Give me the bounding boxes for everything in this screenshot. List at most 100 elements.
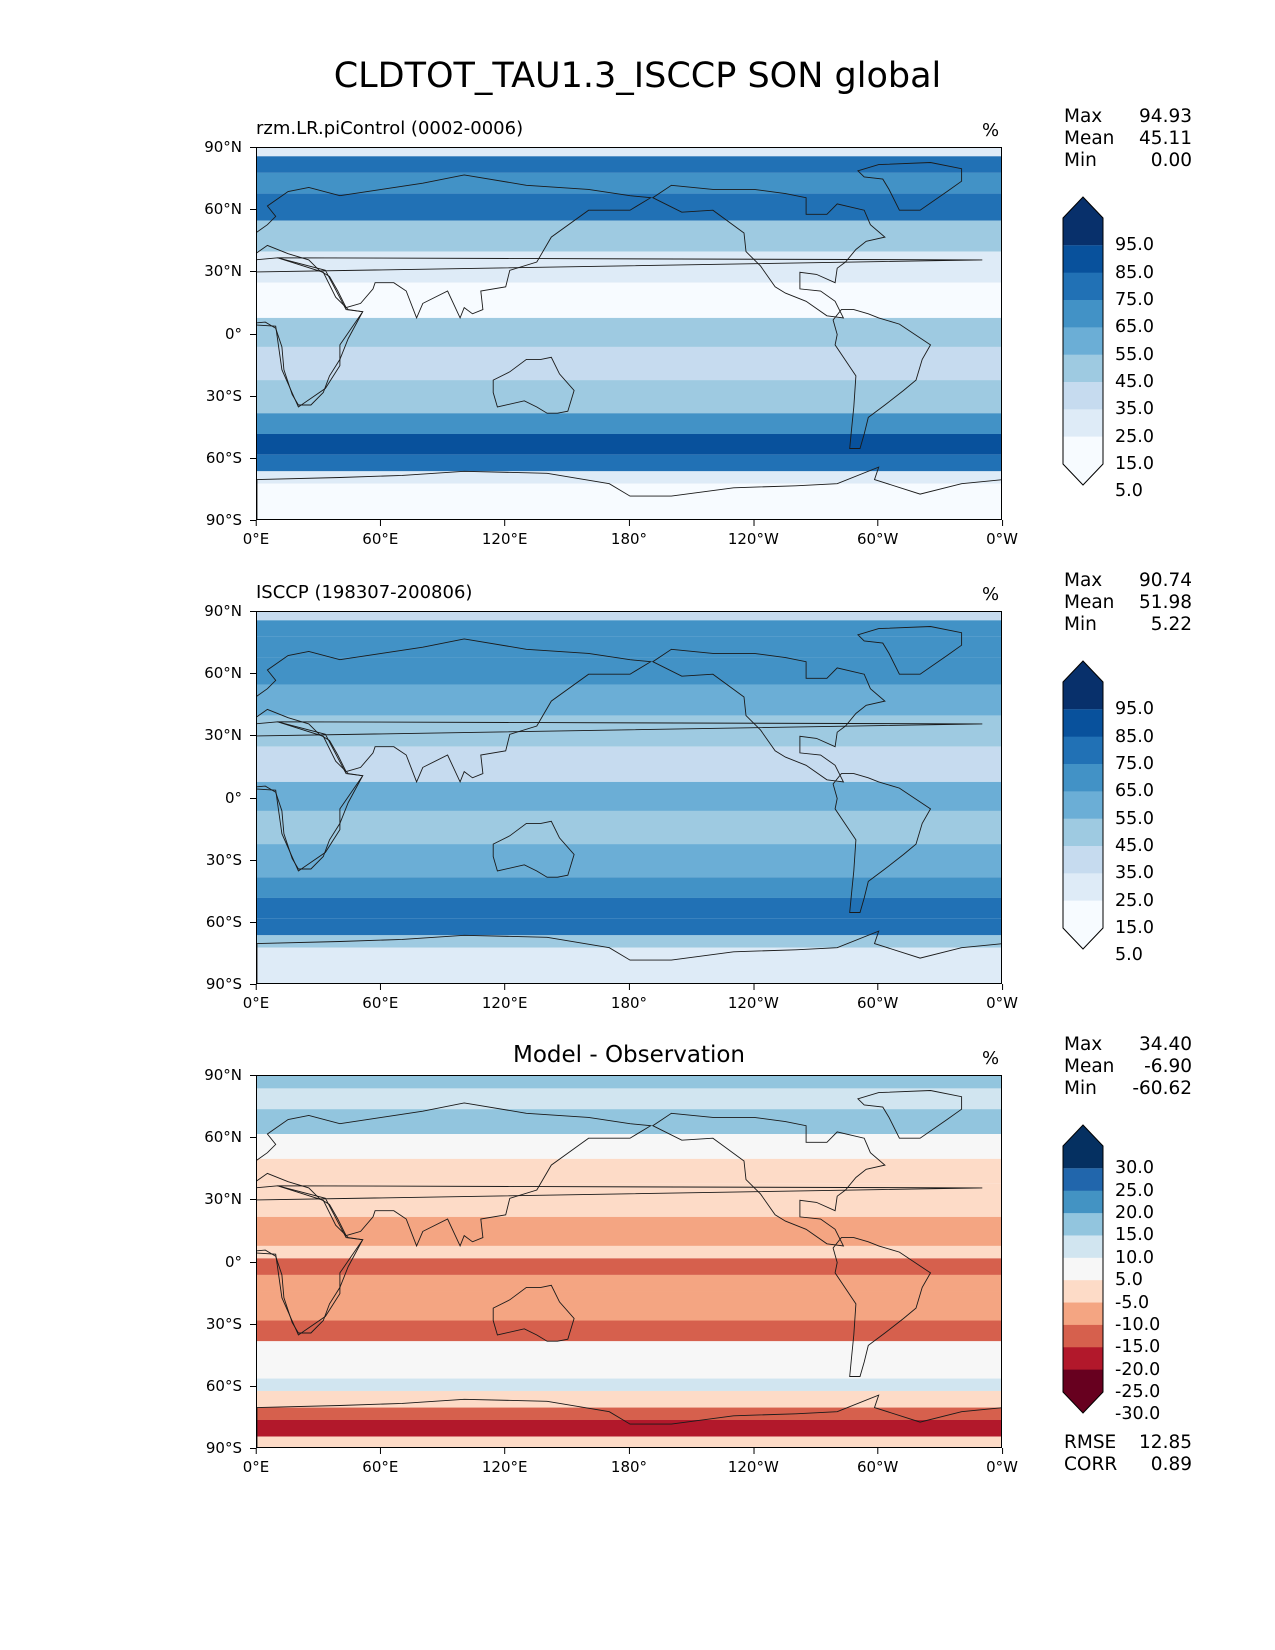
colorbar-segment: [1063, 1369, 1103, 1413]
map-band: [257, 346, 1001, 381]
stat-value: 94.93: [1139, 106, 1192, 127]
map-band: [257, 172, 1001, 194]
latitude-tick-label: 90°N: [180, 138, 256, 156]
stat-row: Min 0.00: [1064, 150, 1192, 172]
colorbar-tick-label: 95.0: [1115, 235, 1154, 256]
colorbar-tick-label: 5.0: [1115, 1270, 1143, 1291]
stat-row: Max 34.40: [1064, 1034, 1192, 1056]
colorbar: [1062, 1124, 1104, 1414]
colorbar-segment: [1063, 354, 1103, 383]
colorbar-segment: [1063, 709, 1103, 738]
colorbar-segment: [1063, 1324, 1103, 1348]
stat-row: Max 90.74: [1064, 570, 1192, 592]
colorbar-segment: [1063, 764, 1103, 792]
map-band: [257, 1158, 1001, 1184]
metric-label: RMSE: [1064, 1432, 1117, 1453]
metric-label: CORR: [1064, 1454, 1118, 1475]
colorbar-tick-label: 15.0: [1115, 1225, 1154, 1246]
map-band: [257, 1378, 1001, 1391]
colorbar-segment: [1063, 1190, 1103, 1214]
map-panel: rzm.LR.piControl (0002-0006) % 90°N 60°N 3…: [0, 106, 1275, 578]
longitude-tick-label: 120°E: [481, 1448, 528, 1476]
stats-box: Max 90.74 Mean 51.98 Min 5.22: [1064, 570, 1192, 636]
map-band: [257, 1216, 1001, 1246]
latitude-tick-label: 60°N: [180, 200, 256, 218]
map-band: [257, 148, 1001, 157]
metrics-box: RMSE 12.85 CORR 0.89: [1064, 1432, 1192, 1476]
colorbar-tick-label: -25.0: [1115, 1382, 1161, 1402]
map-band: [257, 810, 1001, 845]
coastline: [857, 1090, 963, 1139]
colorbar-segment: [1063, 1302, 1103, 1326]
coastline: [492, 1284, 575, 1342]
map-band: [257, 1076, 1001, 1089]
colorbar-tick-label: 85.0: [1115, 726, 1154, 747]
map-band: [257, 156, 1001, 173]
colorbar-tick-label: 25.0: [1115, 890, 1154, 911]
coastline: [257, 721, 364, 870]
stat-value: 45.11: [1139, 128, 1192, 149]
colorbar-segment: [1063, 736, 1103, 765]
colorbar-tick-label: -20.0: [1115, 1359, 1161, 1380]
colorbar-segment: [1063, 245, 1103, 274]
map-plot: [256, 1075, 1002, 1448]
coastline: [257, 466, 1001, 519]
longitude-tick-label: 60°E: [362, 1448, 399, 1476]
colorbar-segment: [1063, 846, 1103, 874]
stat-value: -60.62: [1132, 1078, 1192, 1099]
panel-title: rzm.LR.piControl (0002-0006): [256, 118, 524, 139]
stat-row: Min 5.22: [1064, 614, 1192, 636]
coastline: [257, 721, 983, 872]
latitude-tick-label: 30°N: [180, 1190, 256, 1208]
colorbar-tick-label: -10.0: [1115, 1314, 1161, 1335]
colorbar-tick-label: -15.0: [1115, 1337, 1161, 1358]
coastline: [257, 1185, 364, 1334]
colorbar-tick-label: 85.0: [1115, 262, 1154, 283]
longitude-tick-label: 0°W: [986, 1448, 1018, 1476]
stat-label: Max: [1064, 1034, 1103, 1055]
map-band: [257, 1407, 1001, 1420]
colorbar-tick-label: 45.0: [1115, 372, 1154, 392]
colorbar-tick-label: -5.0: [1115, 1292, 1150, 1313]
colorbar-segment: [1063, 1257, 1103, 1281]
map-panel: ISCCP (198307-200806) % 90°N 60°N 30°N 0° 30…: [0, 570, 1275, 1042]
latitude-tick-label: 90°S: [180, 1439, 256, 1457]
coastline: [832, 1237, 932, 1377]
colorbar-tick-label: 35.0: [1115, 399, 1154, 420]
stat-label: Min: [1064, 1078, 1097, 1099]
latitude-tick-label: 30°S: [180, 387, 256, 405]
colorbar-segment: [1063, 300, 1103, 328]
stat-label: Min: [1064, 614, 1097, 635]
map-band: [257, 657, 1001, 685]
coastline: [492, 356, 575, 414]
colorbar-segment: [1063, 900, 1103, 949]
latitude-tick-label: 90°N: [180, 1066, 256, 1084]
figure-title: CLDTOT_TAU1.3_ISCCP SON global: [333, 56, 942, 96]
map-band: [257, 1088, 1001, 1110]
map-band: [257, 483, 1001, 519]
coastline: [651, 1112, 886, 1247]
stat-label: Mean: [1064, 592, 1115, 613]
map-plot: [256, 147, 1002, 520]
longitude-tick-label: 120°E: [481, 984, 528, 1012]
map-band: [257, 746, 1001, 782]
map-band: [257, 380, 1001, 414]
map-band: [257, 1361, 1001, 1379]
coastline: [257, 638, 653, 784]
colorbar-segment: [1063, 873, 1103, 902]
longitude-tick-label: 120°W: [727, 1448, 779, 1476]
longitude-tick-label: 180°: [610, 984, 648, 1012]
stat-row: Mean -6.90: [1064, 1056, 1192, 1078]
colorbar-tick-label: 25.0: [1115, 1180, 1154, 1201]
map-band: [257, 454, 1001, 472]
metric-row: CORR 0.89: [1064, 1454, 1192, 1476]
map-band: [257, 947, 1001, 983]
stat-value: 5.22: [1150, 614, 1192, 635]
coastline: [832, 773, 932, 913]
map-band: [257, 413, 1001, 434]
panel-title: Model - Observation: [512, 1042, 746, 1068]
colorbar-segment: [1063, 1168, 1103, 1192]
map-band: [257, 620, 1001, 637]
coastline: [257, 257, 364, 406]
coastline: [257, 257, 983, 408]
